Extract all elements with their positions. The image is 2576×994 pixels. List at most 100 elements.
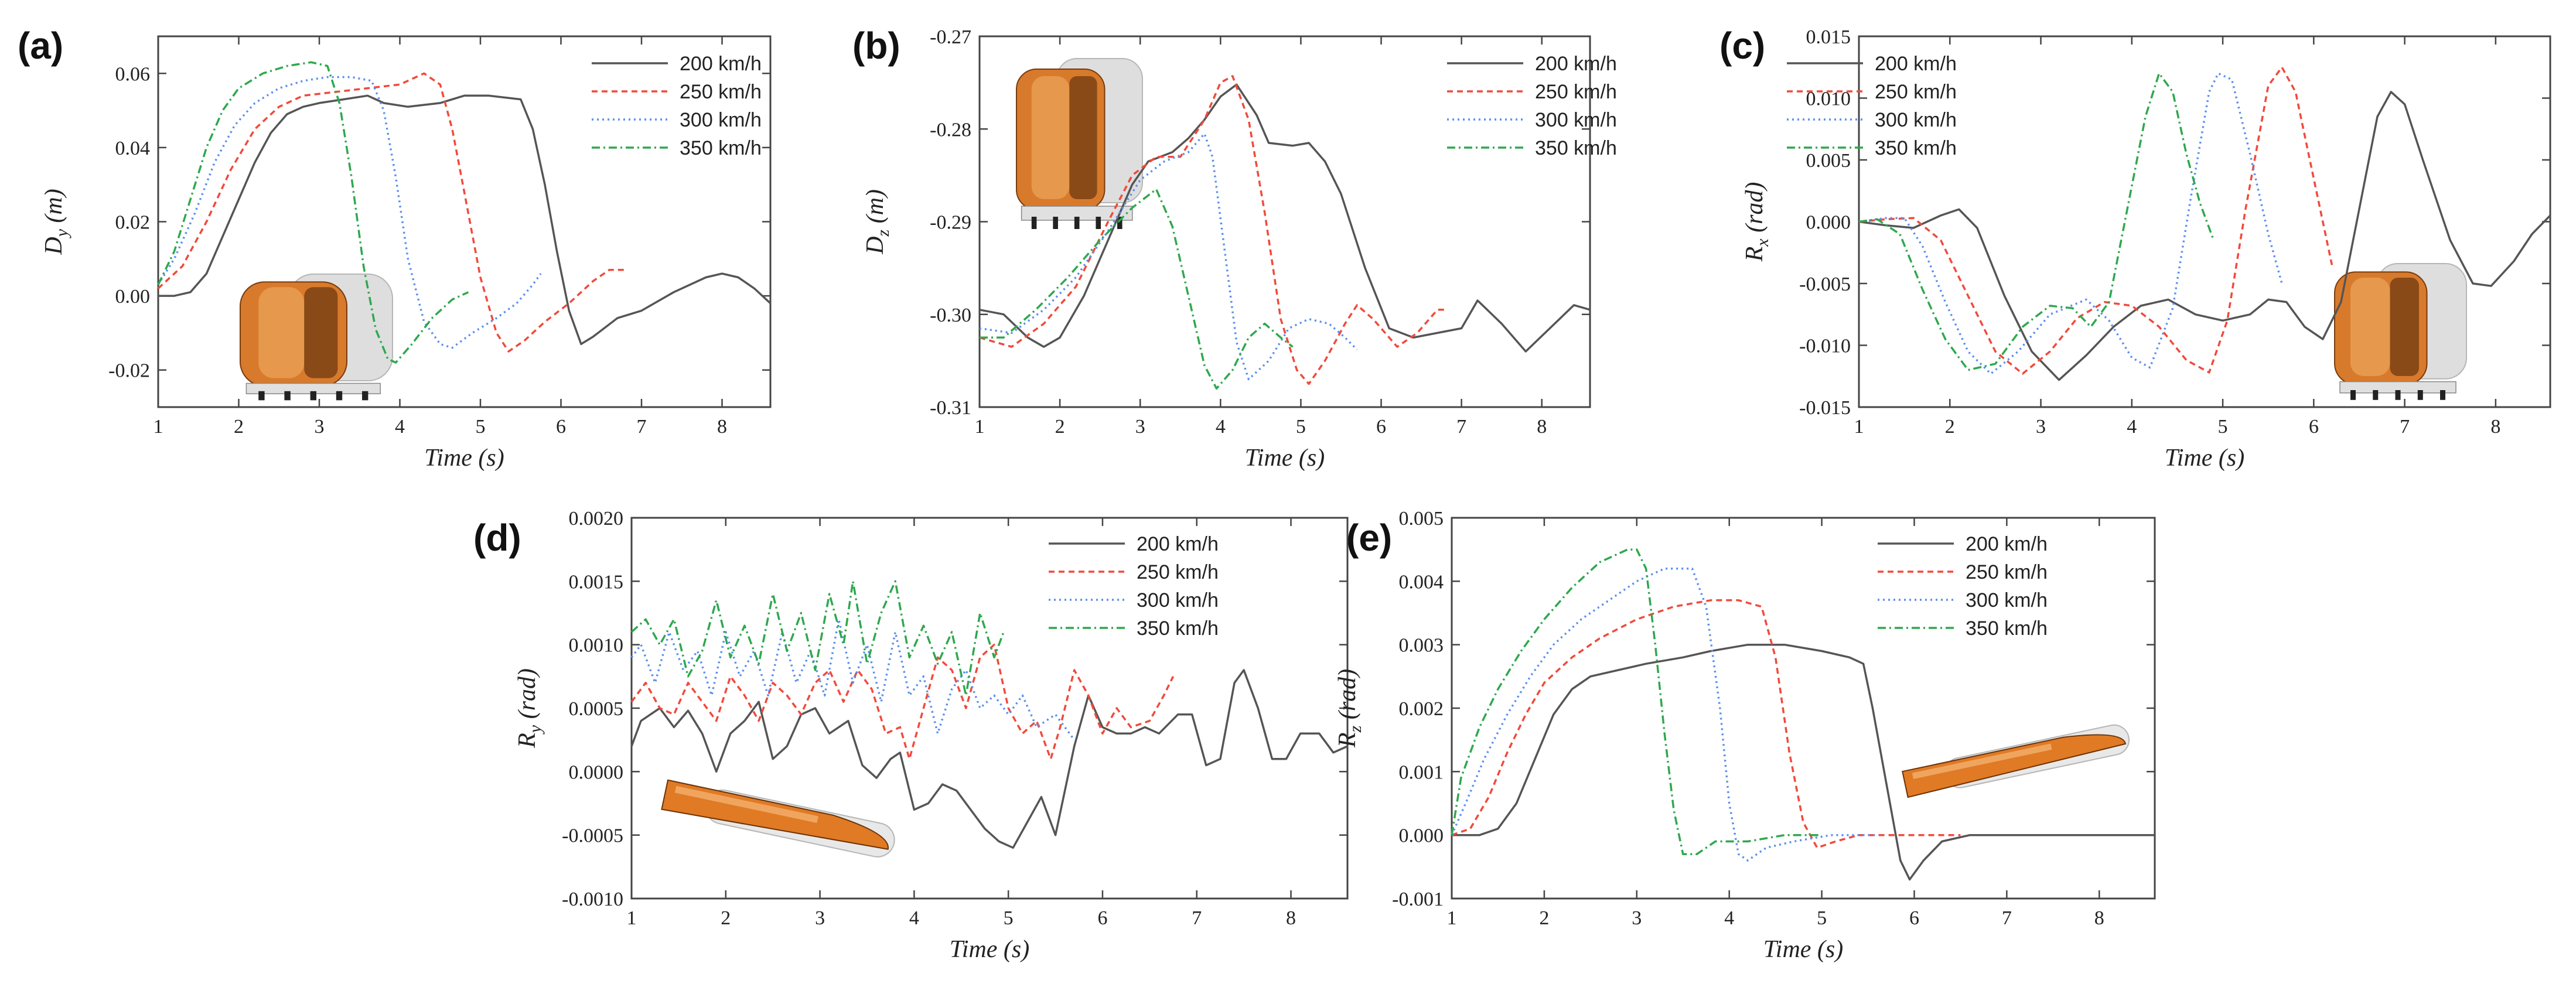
train-illustration <box>1902 724 2130 798</box>
x-tick-label: 6 <box>556 416 566 438</box>
x-tick-label: 4 <box>909 907 919 929</box>
x-tick-label: 5 <box>2218 416 2228 438</box>
y-tick-label: -0.005 <box>1799 274 1851 295</box>
x-tick-label: 1 <box>1447 907 1457 929</box>
x-tick-label: 6 <box>1376 416 1386 438</box>
series-line-250-km-h <box>630 643 1175 760</box>
x-axis-label: Time (s) <box>2165 445 2245 472</box>
y-tick-label: 0.001 <box>1399 761 1444 783</box>
x-axis-label: Time (s) <box>1245 445 1325 472</box>
x-tick-label: 6 <box>2309 416 2319 438</box>
panel-d: (d) 1 2 3 4 5 6 7 8 -0.0010 -0.0005 0.0000 0.0005 0.0… <box>473 508 1349 963</box>
series-line-300-km-h <box>1858 72 2283 375</box>
y-tick-label: -0.02 <box>108 360 150 382</box>
train-illustration <box>240 274 394 401</box>
series-line-200-km-h <box>1452 643 2155 881</box>
x-tick-label: 2 <box>234 416 244 438</box>
body-shadow <box>304 287 338 378</box>
y-axis-label: Rz (rad) <box>1334 669 1365 748</box>
series-line-350-km-h <box>1858 72 2215 371</box>
panel-label: (b) <box>852 25 900 67</box>
wheel <box>2350 390 2356 400</box>
wheel <box>2373 390 2379 400</box>
panel-a: (a) 1 2 3 4 5 6 7 8 -0.02 0.00 0.02 0.04 0.06 Time (s)… <box>18 25 772 472</box>
wheel <box>1096 217 1101 229</box>
legend: 200 km/h 250 km/h 300 km/h 350 km/h <box>1787 53 1957 159</box>
series-line-200-km-h <box>1858 91 2551 381</box>
wheel <box>2440 390 2445 400</box>
x-tick-label: 8 <box>1537 416 1547 438</box>
y-tick-label: -0.30 <box>930 305 971 326</box>
y-tick-label: 0.0010 <box>569 635 624 657</box>
panel-label: (d) <box>473 517 521 559</box>
legend-label: 250 km/h <box>1535 81 1617 103</box>
legend-label: 200 km/h <box>1966 533 2048 555</box>
panel-label: (e) <box>1346 517 1392 559</box>
panel-label: (c) <box>1719 25 1765 67</box>
wheel <box>2417 390 2423 400</box>
legend-label: 300 km/h <box>1966 589 2048 612</box>
body-highlight <box>258 287 305 378</box>
x-tick-label: 6 <box>1097 907 1107 929</box>
y-tick-label: -0.0010 <box>562 889 623 910</box>
panel-label: (a) <box>18 25 63 67</box>
legend-label: 200 km/h <box>1875 53 1957 75</box>
x-tick-label: 1 <box>153 416 163 438</box>
series-line-250-km-h <box>1451 599 1961 849</box>
x-tick-label: 8 <box>2490 416 2500 438</box>
x-tick-label: 8 <box>717 416 727 438</box>
x-tick-label: 8 <box>1286 907 1296 929</box>
legend-label: 200 km/h <box>680 53 762 75</box>
y-axis-label: Dz (m) <box>862 189 893 255</box>
body-shadow <box>2390 278 2419 376</box>
legend-label: 350 km/h <box>1535 137 1617 159</box>
y-tick-label: 0.0015 <box>569 571 624 593</box>
legend-label: 250 km/h <box>1966 561 2048 583</box>
x-tick-label: 8 <box>2094 907 2104 929</box>
legend: 200 km/h 250 km/h 300 km/h 350 km/h <box>1447 53 1617 159</box>
y-tick-label: 0.000 <box>1806 212 1851 234</box>
legend-label: 250 km/h <box>680 81 762 103</box>
legend-label: 250 km/h <box>1137 561 1219 583</box>
wheel <box>284 391 291 401</box>
train-side-view <box>661 779 895 858</box>
x-tick-label: 3 <box>315 416 325 438</box>
series-line-350-km-h <box>1451 548 1822 855</box>
y-tick-label: 0.005 <box>1806 150 1851 172</box>
plot-frame <box>630 517 1349 900</box>
x-tick-label: 7 <box>1456 416 1466 438</box>
legend-label: 300 km/h <box>1137 589 1219 612</box>
x-axis-label: Time (s) <box>424 445 504 472</box>
x-tick-label: 3 <box>815 907 825 929</box>
legend: 200 km/h 250 km/h 300 km/h 350 km/h <box>592 53 762 159</box>
body-highlight <box>1912 743 2052 779</box>
x-tick-label: 7 <box>1192 907 1202 929</box>
legend-label: 300 km/h <box>680 109 762 131</box>
legend-label: 300 km/h <box>1875 109 1957 131</box>
body-highlight <box>2350 278 2390 376</box>
y-tick-label: -0.28 <box>930 119 971 141</box>
legend-label: 250 km/h <box>1875 81 1957 103</box>
wheel <box>1031 217 1037 229</box>
y-tick-label: -0.001 <box>1392 889 1444 910</box>
wheel <box>336 391 343 401</box>
y-tick-label: 0.0005 <box>569 698 624 720</box>
y-tick-label: 0.02 <box>115 212 151 234</box>
wheel <box>310 391 316 401</box>
train-illustration <box>661 779 895 858</box>
series-line-200-km-h <box>979 83 1591 353</box>
legend-label: 200 km/h <box>1137 533 1219 555</box>
series-line-250-km-h <box>1858 66 2333 375</box>
legend-label: 350 km/h <box>1875 137 1957 159</box>
x-tick-label: 7 <box>2400 416 2410 438</box>
y-tick-label: 0.04 <box>115 138 151 159</box>
legend-label: 350 km/h <box>1966 617 2048 640</box>
x-tick-label: 4 <box>1724 907 1734 929</box>
x-tick-label: 5 <box>1817 907 1827 929</box>
series-line-200-km-h <box>158 94 772 346</box>
y-axis-label: Rx (rad) <box>1741 182 1772 262</box>
x-axis-label: Time (s) <box>950 936 1030 963</box>
x-tick-label: 2 <box>1055 416 1065 438</box>
panel-b: (b) 1 2 3 4 5 6 7 8 -0.31 -0.30 -0.29 -0.28 -0.27 Time… <box>852 25 1617 472</box>
train-side-view <box>1902 724 2130 798</box>
